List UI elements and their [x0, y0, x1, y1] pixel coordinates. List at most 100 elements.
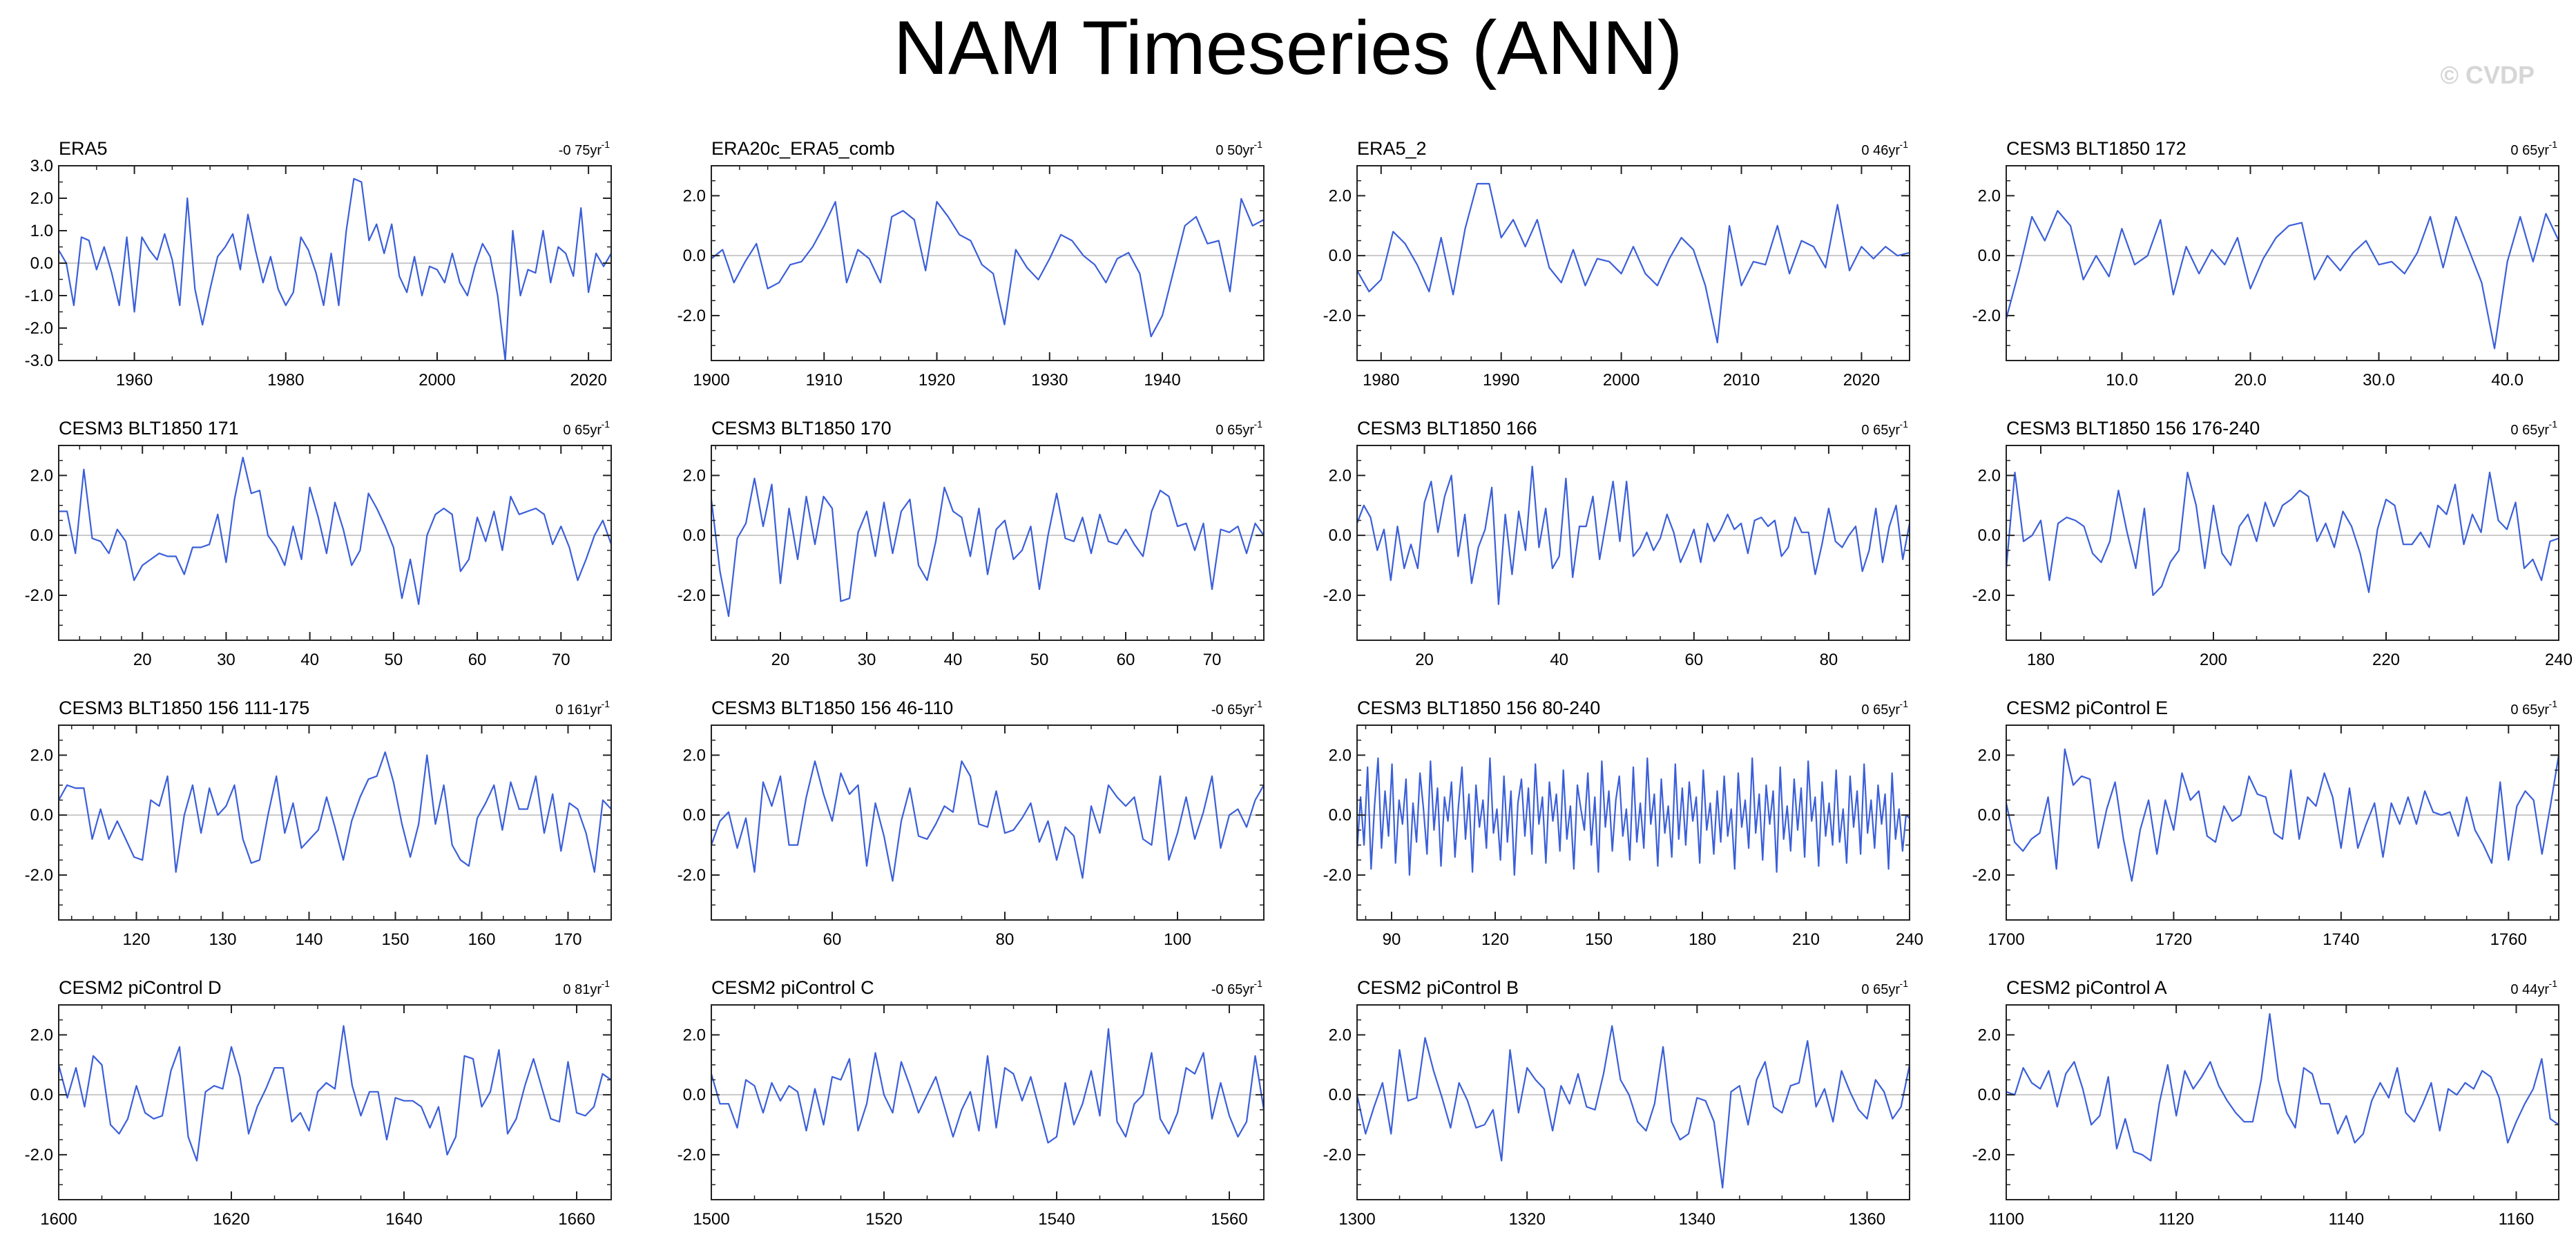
y-tick-label: -2.0 — [677, 586, 706, 605]
x-tick-label: 30 — [217, 651, 236, 669]
x-tick-label: 1360 — [1849, 1210, 1885, 1229]
panel-title: CESM3 BLT1850 170 — [711, 418, 892, 439]
x-tick-label: 2020 — [1843, 371, 1880, 390]
x-tick-label: 1980 — [267, 371, 304, 390]
x-tick-label: 20.0 — [2234, 371, 2267, 390]
series-line — [2006, 1013, 2559, 1162]
plot-frame — [2006, 1004, 2559, 1200]
plot-frame — [711, 725, 1265, 921]
y-tick-label: -2.0 — [25, 866, 53, 885]
trend-label: 0 50yr — [1215, 143, 1254, 158]
x-tick-label: 1520 — [865, 1210, 902, 1229]
panel-title: CESM2 piControl D — [59, 977, 222, 998]
x-tick-label: 20 — [771, 651, 790, 669]
panel-title: CESM2 piControl C — [711, 977, 874, 998]
x-tick-label: 1900 — [693, 371, 729, 390]
panel-title: CESM3 BLT1850 156 80-240 — [1357, 698, 1600, 718]
x-tick-label: 1300 — [1338, 1210, 1375, 1229]
series-line — [1356, 182, 1910, 344]
trend-superscript: -1 — [1254, 978, 1263, 989]
y-tick-label: -2.0 — [1972, 586, 2001, 605]
y-tick-label: -2.0 — [25, 1146, 53, 1164]
y-tick-label: 0.0 — [1978, 247, 2001, 265]
y-tick-label: -2.0 — [677, 1146, 706, 1164]
series-line — [58, 751, 612, 873]
chart-panel: 2.0 0.0 -2.0 1100 1120 1140 1160 CESM2 piContro… — [1972, 977, 2559, 1229]
x-tick-label: 2000 — [419, 371, 455, 390]
plot-frame — [58, 445, 612, 641]
trend-label: 0 65yr — [1215, 423, 1254, 438]
panel-title: CESM3 BLT1850 171 — [59, 418, 239, 439]
panel-title: CESM2 piControl E — [2006, 698, 2168, 718]
x-tick-label: 1560 — [1211, 1210, 1247, 1229]
x-tick-label: 1720 — [2155, 930, 2192, 949]
y-tick-label: 0.0 — [683, 526, 706, 545]
x-tick-label: 1700 — [1988, 930, 2024, 949]
y-tick-label: 2.0 — [1329, 1026, 1352, 1044]
x-tick-label: 120 — [122, 930, 150, 949]
y-tick-label: 0.0 — [1978, 526, 2001, 545]
trend-label: 0 65yr — [563, 423, 602, 438]
chart-panel: 2.0 0.0 -2.0 20 30 40 50 60 70 CESM3 BLT1850 171 0… — [25, 418, 613, 669]
y-tick-label: 0.0 — [1329, 526, 1352, 545]
y-tick-label: -2.0 — [1323, 307, 1352, 325]
x-tick-label: 40 — [944, 651, 963, 669]
series-line — [2005, 748, 2560, 882]
y-tick-label: 3.0 — [30, 157, 53, 175]
x-tick-label: 40 — [1550, 651, 1568, 669]
plot-frame — [58, 725, 612, 921]
x-tick-label: 1160 — [2499, 1210, 2535, 1229]
x-tick-label: 60 — [823, 930, 842, 949]
x-tick-label: 1760 — [2490, 930, 2527, 949]
plot-frame — [58, 1004, 612, 1200]
trend-superscript: -1 — [2549, 139, 2558, 150]
trend-label: -0 65yr — [1211, 982, 1255, 997]
plot-frame — [1356, 445, 1910, 641]
x-tick-label: 70 — [552, 651, 570, 669]
x-tick-label: 80 — [1820, 651, 1838, 669]
y-tick-label: 2.0 — [30, 746, 53, 765]
y-tick-label: -2.0 — [1972, 307, 2001, 325]
x-tick-label: 240 — [1896, 930, 1923, 949]
x-tick-label: 80 — [996, 930, 1015, 949]
y-tick-label: 0.0 — [1329, 247, 1352, 265]
trend-superscript: -1 — [1900, 698, 1909, 709]
x-tick-label: 70 — [1203, 651, 1222, 669]
chart-panel: 2.0 0.0 -2.0 1300 1320 1340 1360 CESM2 piContro… — [1323, 977, 1911, 1229]
panel-title: CESM3 BLT1850 166 — [1357, 418, 1537, 439]
x-tick-label: 1500 — [693, 1210, 729, 1229]
plot-frame — [711, 445, 1265, 641]
y-tick-label: 2.0 — [30, 466, 53, 485]
panel-title: CESM2 piControl A — [2006, 977, 2167, 998]
y-tick-label: 2.0 — [30, 1026, 53, 1044]
trend-label: 0 44yr — [2510, 982, 2549, 997]
series-line — [710, 477, 1265, 617]
x-tick-label: 150 — [381, 930, 409, 949]
y-tick-label: 2.0 — [683, 466, 706, 485]
x-tick-label: 1120 — [2158, 1210, 2194, 1229]
plot-frame — [2006, 725, 2559, 921]
x-tick-label: 1340 — [1679, 1210, 1715, 1229]
chart-panel: 2.0 0.0 -2.0 20 30 40 50 60 70 CESM3 BLT1850 170 0… — [677, 418, 1265, 669]
y-tick-label: 0.0 — [30, 806, 53, 825]
series-line — [59, 457, 613, 606]
x-tick-label: 1990 — [1483, 371, 1519, 390]
trend-label: 0 161yr — [555, 702, 602, 718]
y-tick-label: 2.0 — [683, 1026, 706, 1044]
trend-label: 0 65yr — [2510, 423, 2549, 438]
trend-label: 0 65yr — [2510, 702, 2549, 718]
trend-superscript: -1 — [1254, 139, 1263, 150]
y-tick-label: 2.0 — [1978, 1026, 2001, 1044]
y-tick-label: 0.0 — [30, 254, 53, 273]
chart-panel: 2.0 0.0 -2.0 1980 1990 2000 2010 2020 ERA5_2 0 46… — [1323, 138, 1910, 390]
trend-superscript: -1 — [602, 698, 611, 709]
chart-panel: 2.0 0.0 -2.0 60 80 100 CESM3 BLT1850 156 46-11… — [677, 698, 1265, 949]
panel-title: ERA5 — [59, 138, 108, 159]
series-line — [710, 760, 1265, 882]
x-tick-label: 60 — [1117, 651, 1135, 669]
x-tick-label: 40.0 — [2491, 371, 2524, 390]
y-tick-label: 0.0 — [30, 526, 53, 545]
plot-frame — [711, 1004, 1265, 1200]
chart-panel: 2.0 0.0 -2.0 180 200 220 240 CESM3 BLT1850 156 … — [1972, 418, 2573, 669]
